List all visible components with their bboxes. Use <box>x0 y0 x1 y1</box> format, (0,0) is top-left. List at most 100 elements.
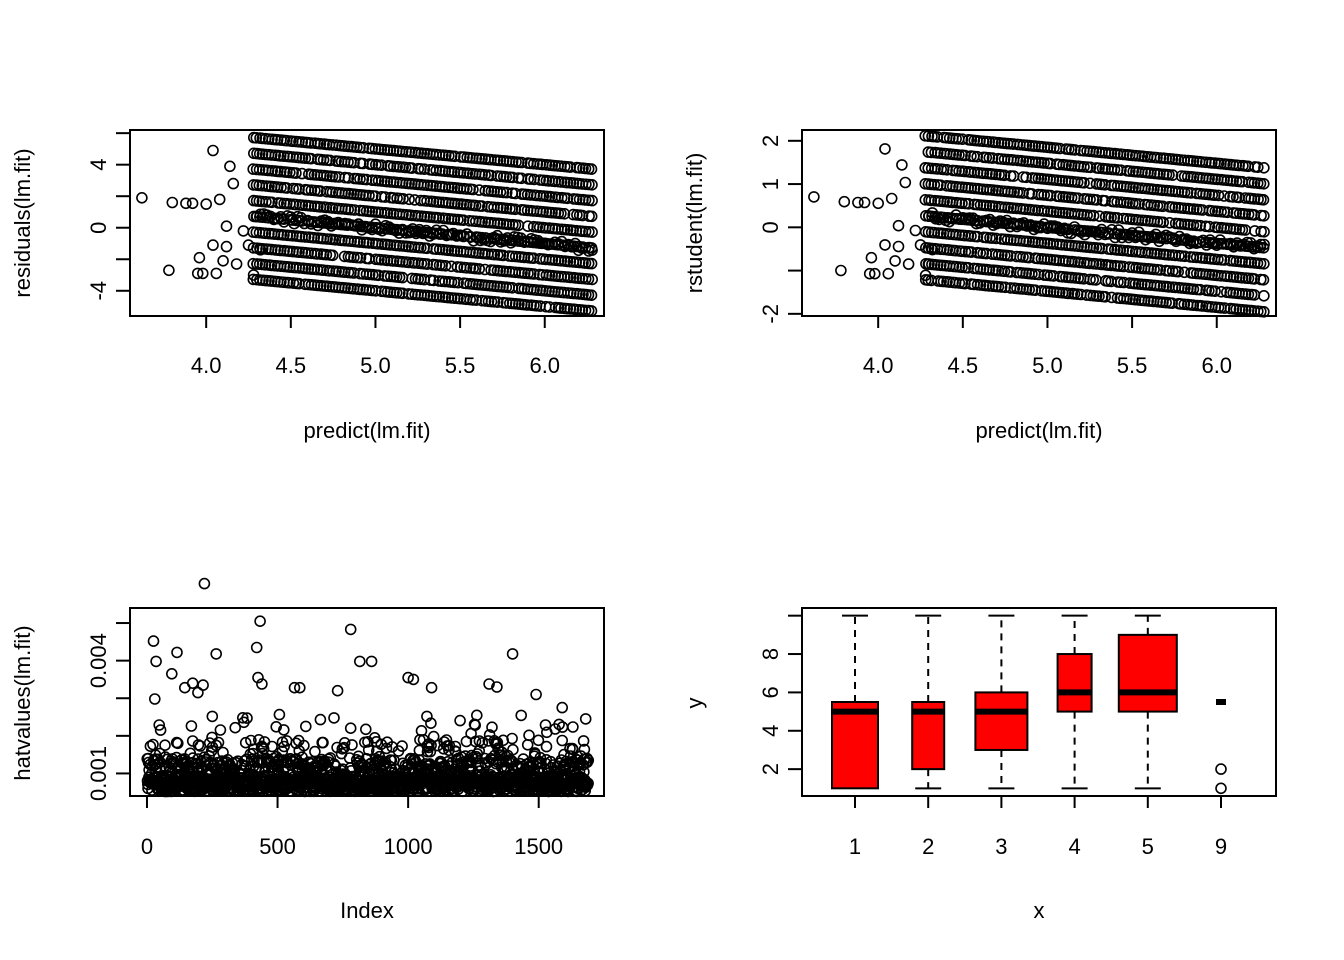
residual-point <box>959 149 971 162</box>
residual-point <box>1084 209 1097 222</box>
residual-point <box>479 263 491 276</box>
residual-point <box>885 192 898 205</box>
residual-point <box>207 239 219 251</box>
rstudent-axes: 4.0 4.5 5.0 5.5 6.0 -2 0 1 2 <box>758 135 1232 378</box>
hatvalue-point <box>324 752 337 764</box>
residual-point <box>892 240 905 253</box>
residual-point <box>1212 189 1225 202</box>
residual-point <box>357 142 370 154</box>
residuals-plot: 4.0 4.5 5.0 5.5 6.0 -4 0 4 predict(lm.fit) resi… <box>10 129 605 443</box>
residuals-ylabel: residuals(lm.fit) <box>10 148 35 297</box>
box-body <box>831 701 879 790</box>
hatvalue-point <box>506 648 519 660</box>
hatvalue-point <box>470 709 483 722</box>
residual-point <box>1258 289 1270 302</box>
residual-point <box>1185 187 1197 199</box>
residual-point <box>460 183 473 195</box>
box-3 <box>974 614 1029 790</box>
residual-point <box>1194 283 1206 296</box>
residual-point <box>1206 301 1218 313</box>
residual-point <box>461 228 473 240</box>
residual-point <box>227 177 240 190</box>
residual-point <box>296 199 309 211</box>
residual-point <box>926 243 939 256</box>
hatvalue-point <box>237 711 249 724</box>
residual-point <box>956 261 968 274</box>
residual-point <box>430 224 443 237</box>
hatvalues-points <box>141 577 595 798</box>
residual-point <box>835 264 847 277</box>
residual-point <box>413 223 426 236</box>
residual-point <box>971 150 984 163</box>
hatvalue-point <box>239 736 252 749</box>
residual-point <box>314 138 327 150</box>
residual-point <box>299 152 312 164</box>
y-tick-label: 1 <box>758 178 783 190</box>
residual-point <box>230 258 243 270</box>
residual-point <box>500 186 513 199</box>
residual-point <box>354 236 366 248</box>
y-tick-label: 0.004 <box>86 633 111 688</box>
residual-point <box>1120 181 1133 193</box>
residual-point <box>207 144 219 157</box>
residual-point <box>1093 162 1105 174</box>
hatvalue-point <box>273 708 286 721</box>
residual-point <box>393 240 406 252</box>
residual-point <box>448 213 461 226</box>
residual-point <box>1178 298 1191 311</box>
residual-point <box>1154 264 1166 276</box>
residual-point <box>582 273 595 285</box>
residual-point <box>1203 220 1216 233</box>
residual-point <box>1124 165 1136 177</box>
hatvalue-point <box>147 738 159 751</box>
x-tick-label: 6.0 <box>529 353 560 378</box>
box-1 <box>831 614 879 790</box>
residual-point <box>1230 207 1242 219</box>
x-tick-label: 4.0 <box>863 353 894 378</box>
residual-point <box>498 235 510 247</box>
residual-point <box>1117 148 1130 161</box>
residual-point <box>251 258 263 270</box>
residual-point <box>1179 250 1191 263</box>
x-tick-label: 1500 <box>514 834 563 859</box>
residual-point <box>1258 226 1270 238</box>
box-body <box>1117 633 1178 713</box>
hatvalue-point <box>210 739 222 752</box>
hatvalues-ylabel: hatvalues(lm.fit) <box>10 625 35 780</box>
residual-point <box>923 210 935 222</box>
residual-point <box>579 194 592 206</box>
residual-point <box>858 196 871 209</box>
residual-point <box>1175 218 1188 230</box>
residual-point <box>253 163 266 176</box>
residual-point <box>1230 255 1243 268</box>
hatvalue-point <box>353 655 366 668</box>
residual-point <box>1190 251 1203 264</box>
hatvalue-point <box>567 721 579 733</box>
residual-point <box>585 257 598 270</box>
residual-point <box>1133 198 1145 210</box>
hatvalue-point <box>298 739 310 752</box>
residual-point <box>1044 189 1057 202</box>
x-tick-label: 1000 <box>384 834 433 859</box>
hatvalue-point <box>425 681 438 694</box>
residuals-plot-frame <box>129 129 605 317</box>
box-body <box>1056 653 1093 713</box>
residual-point <box>980 199 993 212</box>
residual-point <box>488 248 501 261</box>
residual-point <box>965 246 978 258</box>
hatvalue-point <box>149 693 161 705</box>
residual-point <box>928 178 941 191</box>
residual-point <box>1258 162 1270 174</box>
residual-point <box>210 267 223 280</box>
residual-point <box>1209 285 1221 298</box>
residual-point <box>962 261 975 274</box>
residual-point <box>396 145 409 158</box>
residual-point <box>1227 191 1239 203</box>
hatvalue-point <box>192 753 204 765</box>
residual-point <box>1119 228 1132 241</box>
residual-point <box>515 156 528 169</box>
x-tick-label: 0 <box>141 834 153 859</box>
hatvalue-point <box>521 738 534 751</box>
residual-point <box>808 191 820 203</box>
